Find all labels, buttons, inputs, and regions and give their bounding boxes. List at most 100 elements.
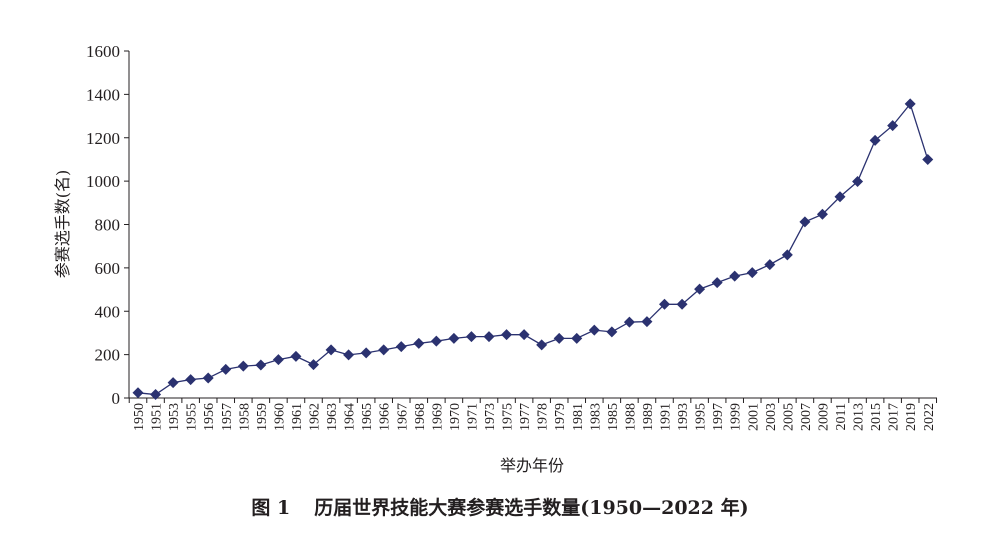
x-tick-label: 1963 (325, 403, 340, 431)
y-tick-label: 1400 (86, 85, 120, 104)
x-tick-label: 1973 (483, 403, 498, 431)
x-tick-label: 2017 (887, 403, 902, 431)
x-tick-label: 1978 (536, 403, 551, 431)
y-tick-label: 800 (95, 216, 121, 235)
x-tick-label: 1957 (220, 403, 235, 431)
x-tick-label: 1960 (272, 403, 287, 431)
x-tick-label: 1964 (343, 403, 358, 431)
x-tick-label: 1995 (694, 403, 709, 431)
x-tick-label: 1993 (676, 403, 691, 431)
data-point (623, 316, 635, 328)
data-point (711, 277, 723, 289)
data-point (518, 329, 530, 341)
x-tick-label: 1965 (360, 403, 375, 431)
x-tick-label: 2001 (746, 403, 761, 431)
data-point (185, 374, 197, 386)
y-tick-label: 400 (95, 302, 121, 321)
data-point (764, 259, 776, 271)
x-tick-label: 1999 (729, 403, 744, 431)
data-point (659, 298, 670, 310)
x-tick-label: 1961 (290, 403, 305, 431)
data-point (237, 360, 249, 372)
x-tick-label: 2011 (834, 403, 849, 430)
data-point (887, 120, 899, 132)
data-point (922, 153, 934, 165)
data-point (220, 363, 232, 375)
data-point (816, 208, 828, 220)
data-point (536, 339, 548, 351)
x-tick-label: 1977 (518, 403, 533, 431)
data-point (308, 359, 319, 371)
data-point (588, 324, 600, 336)
data-point (694, 283, 706, 295)
x-tick-label: 1969 (430, 403, 445, 431)
x-tick-label: 1966 (378, 403, 393, 431)
data-point (869, 134, 881, 146)
data-point (272, 354, 284, 366)
x-tick-label: 1959 (255, 403, 270, 431)
data-point (799, 216, 811, 228)
x-tick-label: 1951 (150, 403, 165, 431)
data-point (729, 270, 741, 282)
data-point (430, 335, 442, 347)
x-tick-label: 2015 (869, 403, 884, 431)
data-point (501, 329, 513, 341)
data-point (553, 332, 565, 344)
data-point (641, 316, 653, 328)
data-points (132, 98, 934, 401)
x-tick-label: 1985 (606, 403, 621, 431)
data-point (676, 298, 688, 310)
x-tick-label: 1955 (185, 403, 200, 431)
y-axis-ticks: 0 200 400 600 800 1000 1200 1400 1600 (86, 42, 129, 408)
x-tick-label: 2009 (816, 403, 831, 431)
data-point (132, 387, 144, 399)
data-point (202, 372, 214, 384)
y-tick-label: 0 (112, 389, 121, 408)
x-tick-label: 1997 (711, 403, 726, 431)
y-axis-title: 参赛选手数(名) (53, 170, 72, 279)
data-point (395, 341, 407, 353)
data-point (483, 331, 495, 343)
data-point (904, 98, 916, 110)
figure-number: 图 1 (251, 497, 291, 519)
data-point (834, 191, 846, 203)
x-tick-label: 1962 (308, 403, 323, 431)
x-tick-label: 2019 (904, 403, 919, 431)
data-point (167, 377, 179, 389)
x-tick-label: 1953 (167, 403, 182, 431)
data-point (255, 359, 267, 371)
data-point (746, 267, 758, 279)
x-tick-label: 1975 (501, 403, 516, 431)
x-tick-label: 1979 (553, 403, 568, 431)
data-point (360, 347, 372, 359)
x-tick-label: 1956 (202, 403, 217, 431)
x-tick-label: 2013 (852, 403, 867, 431)
data-point (781, 249, 793, 261)
data-point (571, 332, 583, 344)
y-tick-label: 1000 (86, 172, 120, 191)
x-tick-label: 1968 (413, 403, 428, 431)
x-tick-label: 1967 (395, 403, 410, 431)
data-point (852, 176, 864, 188)
x-tick-label: 2022 (922, 403, 937, 431)
x-tick-label: 1970 (448, 403, 463, 431)
y-tick-label: 600 (95, 259, 121, 278)
x-tick-label: 1983 (588, 403, 603, 431)
figure-title: 历届世界技能大赛参赛选手数量(1950—2022 年) (314, 497, 749, 519)
y-tick-label: 1200 (86, 129, 120, 148)
x-axis-title: 举办年份 (500, 456, 564, 475)
data-point (343, 349, 355, 361)
data-point (465, 331, 477, 343)
x-axis-ticks: 1950 1951 1953 1955 1956 1957 1958 1959 1960 1961… (128, 398, 938, 431)
series-line (137, 102, 929, 396)
figure-caption: 图 1 历届世界技能大赛参赛选手数量(1950—2022 年) (0, 493, 1000, 520)
y-tick-label: 1600 (86, 42, 120, 61)
data-point (150, 389, 162, 401)
x-tick-label: 2005 (781, 403, 796, 431)
x-tick-label: 1981 (571, 403, 586, 431)
data-point (413, 337, 425, 349)
x-tick-label: 2007 (799, 403, 814, 431)
data-point (325, 344, 337, 356)
x-tick-label: 1991 (659, 403, 674, 431)
